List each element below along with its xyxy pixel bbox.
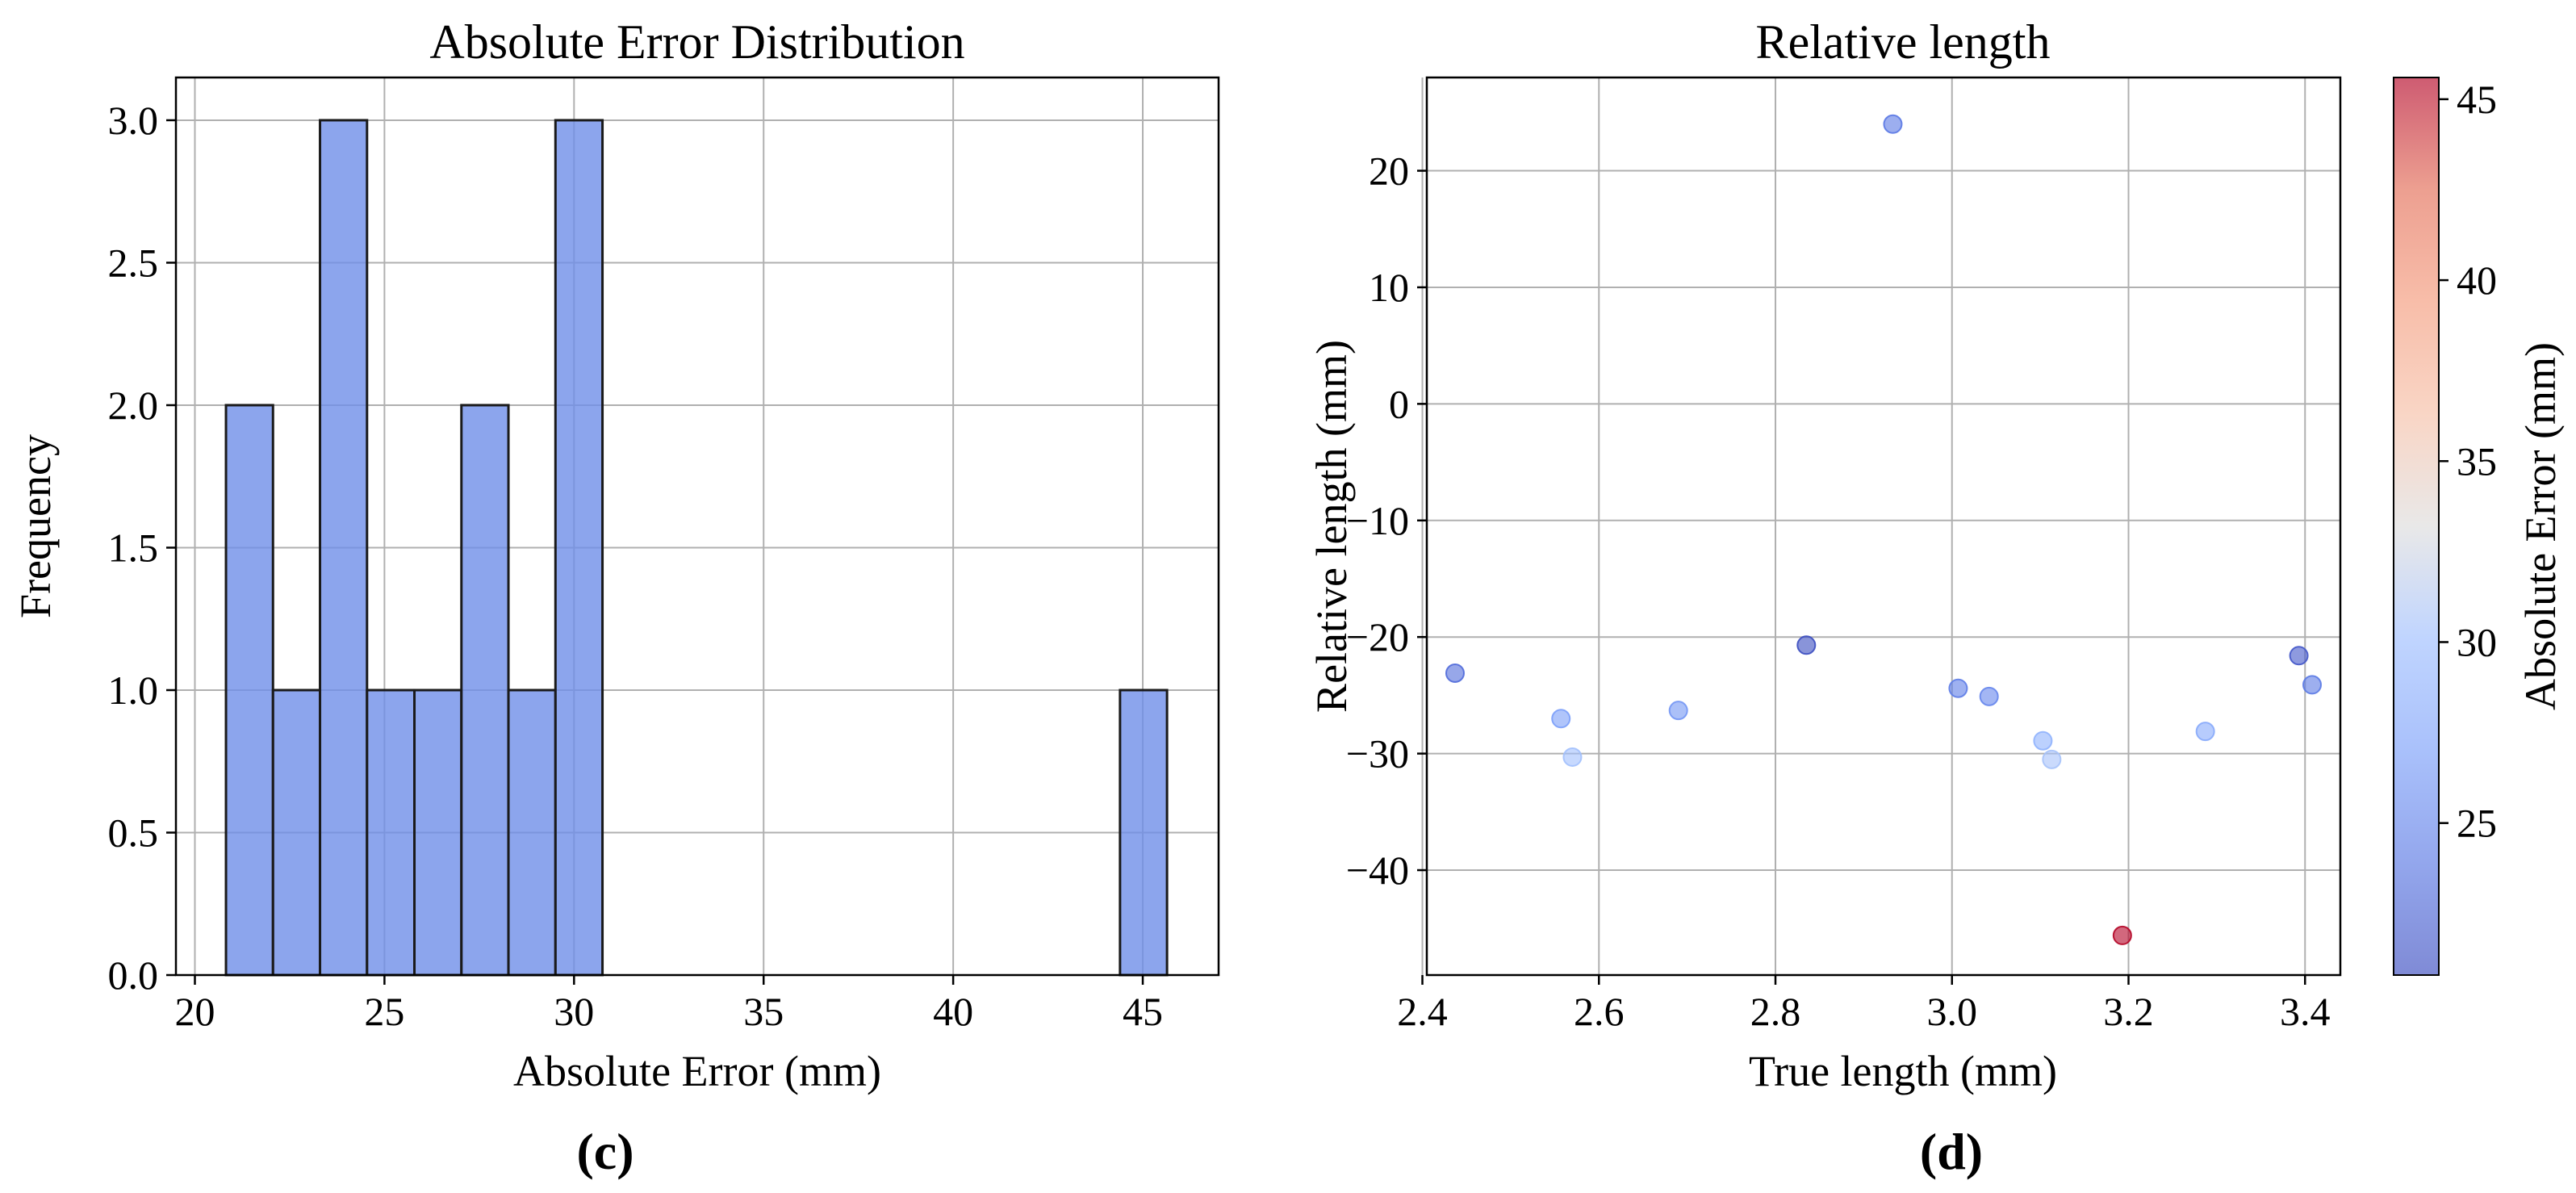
histogram-y-tick-label: 0.0 — [108, 952, 159, 998]
histogram-bar — [507, 689, 557, 977]
scatter-x-tick-label: 2.6 — [1574, 989, 1625, 1034]
scatter-y-axis-label: Relative length (mm) — [1307, 340, 1356, 713]
histogram-bar — [1119, 689, 1169, 977]
scatter-y-tick-label: −20 — [1346, 614, 1409, 659]
scatter-y-tick-label: −10 — [1346, 498, 1409, 543]
histogram-bar — [271, 689, 322, 977]
scatter-ticks: 2.4 2.6 2.8 3.0 3.2 3.4 −40 −30 −20 −10 0 10 20 — [1346, 149, 2331, 1034]
scatter-point — [1445, 663, 1465, 683]
scatter-x-tick-label: 3.4 — [2280, 989, 2331, 1034]
scatter-x-tick-label: 2.8 — [1750, 989, 1801, 1034]
histogram-y-tick-label: 3.0 — [108, 98, 159, 143]
colorbar-tick-label: 45 — [2457, 77, 2497, 122]
histogram-y-tick-label: 1.0 — [108, 668, 159, 713]
scatter-point — [2112, 925, 2132, 945]
scatter-point — [1883, 114, 1903, 134]
caption-d: (d) — [1920, 1123, 1983, 1180]
histogram-y-tick-label: 1.5 — [108, 525, 159, 570]
scatter-y-tick-label: 0 — [1389, 381, 1409, 426]
scatter-point — [1948, 678, 1968, 698]
scatter-point — [2033, 730, 2053, 751]
scatter-point — [2289, 646, 2309, 666]
scatter-point — [1979, 686, 1999, 706]
scatter-y-tick-label: 10 — [1369, 265, 1409, 310]
scatter-plot-frame — [1425, 76, 2342, 977]
scatter-point — [1562, 747, 1583, 767]
colorbar-tick-label: 40 — [2457, 257, 2497, 303]
histogram-bar — [366, 689, 416, 977]
histogram-plot-frame — [174, 76, 1220, 977]
scatter-point — [2302, 675, 2323, 695]
scatter-y-tick-label: 20 — [1369, 149, 1409, 194]
histogram-bar — [319, 119, 369, 977]
scatter-y-tick-label: −40 — [1346, 848, 1409, 893]
histogram-x-tick-label: 45 — [1123, 989, 1163, 1034]
histogram-x-tick-label: 40 — [933, 989, 973, 1034]
histogram-x-tick-label: 20 — [174, 989, 215, 1034]
histogram-x-tick-label: 35 — [743, 989, 784, 1034]
scatter-x-tick-label: 3.2 — [2103, 989, 2154, 1034]
caption-c: (c) — [576, 1123, 634, 1180]
scatter-x-tick-label: 3.0 — [1927, 989, 1978, 1034]
scatter-x-axis-label: True length (mm) — [1749, 1047, 2057, 1095]
colorbar — [2393, 77, 2440, 976]
histogram-bar — [413, 689, 463, 977]
colorbar-tick-label: 35 — [2457, 438, 2497, 483]
scatter-grid — [1421, 77, 2340, 975]
scatter-x-tick-label: 2.4 — [1397, 989, 1448, 1034]
histogram-x-tick-label: 30 — [554, 989, 594, 1034]
scatter-chart: Relative length 2.4 2.6 2.8 3.0 3.2 3.4 −40 −30… — [1307, 15, 2565, 1180]
histogram-bar — [224, 404, 274, 977]
scatter-point — [1668, 701, 1688, 721]
colorbar-tick-label: 25 — [2457, 801, 2497, 846]
histogram-bar — [554, 119, 604, 977]
scatter-title: Relative length — [1756, 15, 2051, 69]
colorbar-tick-label: 30 — [2457, 619, 2497, 664]
histogram-y-axis-label: Frequency — [11, 434, 60, 618]
histogram-x-tick-label: 25 — [364, 989, 404, 1034]
colorbar-label: Absolute Error (mm) — [2516, 342, 2565, 710]
scatter-point — [1796, 635, 1817, 655]
scatter-points — [1445, 114, 2323, 945]
histogram-y-tick-label: 0.5 — [108, 810, 159, 855]
histogram-y-tick-label: 2.5 — [108, 240, 159, 285]
histogram-title: Absolute Error Distribution — [429, 15, 964, 69]
histogram-bar — [460, 404, 510, 977]
scatter-point — [2195, 722, 2215, 742]
histogram-y-tick-label: 2.0 — [108, 383, 159, 428]
histogram-x-axis-label: Absolute Error (mm) — [513, 1047, 881, 1095]
scatter-point — [1551, 709, 1571, 729]
histogram-chart: Absolute Error Distribution 20 25 30 35 40 45… — [11, 15, 1220, 1180]
scatter-y-tick-label: −30 — [1346, 731, 1409, 776]
colorbar-ticks: 25 30 35 40 45 — [2439, 77, 2497, 846]
scatter-point — [2042, 749, 2062, 769]
histogram-ticks: 20 25 30 35 40 45 0.0 0.5 1.0 1.5 2.0 2.5 3.0 — [108, 98, 1164, 1034]
